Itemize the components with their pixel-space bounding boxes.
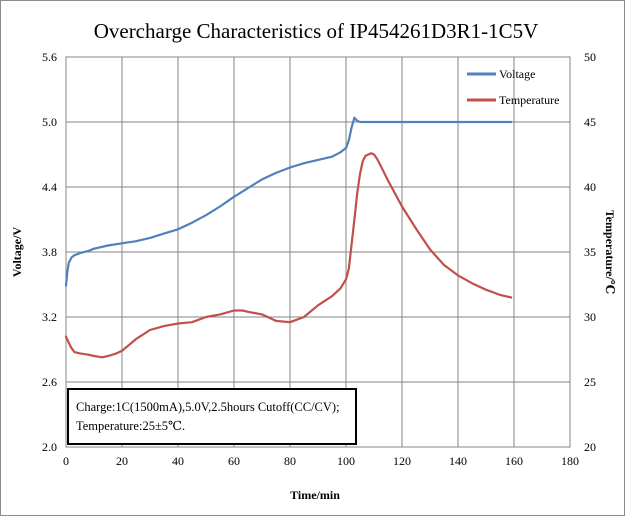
x-axis-ticks: 0 20 40 60 80 100 120 140 160 180 — [63, 454, 579, 468]
y2-axis-ticks: 20 25 30 35 40 45 50 — [584, 50, 596, 454]
x-tick-label: 40 — [172, 454, 184, 468]
y-axis-label: Voltage/V — [10, 227, 24, 278]
legend-label-temperature: Temperature — [499, 93, 559, 107]
y2-tick-label: 45 — [584, 115, 596, 129]
x-axis-label: Time/min — [290, 488, 340, 502]
test-conditions-note: Charge:1C(1500mA),5.0V,2.5hours Cutoff(C… — [67, 388, 357, 445]
y-tick-label: 5.0 — [42, 115, 57, 129]
y-tick-label: 2.6 — [42, 375, 57, 389]
series-line-temperature — [64, 152, 513, 359]
y2-tick-label: 20 — [584, 440, 596, 454]
y2-tick-label: 30 — [584, 310, 596, 324]
x-tick-label: 120 — [393, 454, 411, 468]
legend: Voltage Temperature — [467, 67, 559, 107]
plot-area-border — [65, 56, 571, 448]
chart-title: Overcharge Characteristics of IP454261D3… — [94, 19, 539, 43]
y2-tick-label: 40 — [584, 180, 596, 194]
y2-tick-label: 25 — [584, 375, 596, 389]
note-line-2: Temperature:25±5℃. — [76, 419, 186, 433]
y2-axis-label: Temperature/℃ — [603, 210, 617, 294]
y2-tick-label: 50 — [584, 50, 596, 64]
y-axis-ticks: 2.0 2.6 3.2 3.8 4.4 5.0 5.6 — [42, 50, 57, 454]
x-tick-label: 140 — [449, 454, 467, 468]
x-tick-label: 20 — [116, 454, 128, 468]
y-tick-label: 5.6 — [42, 50, 57, 64]
x-tick-label: 180 — [561, 454, 579, 468]
x-tick-label: 80 — [284, 454, 296, 468]
x-tick-label: 0 — [63, 454, 69, 468]
x-tick-label: 100 — [337, 454, 355, 468]
y2-tick-label: 35 — [584, 245, 596, 259]
x-tick-label: 160 — [505, 454, 523, 468]
legend-label-voltage: Voltage — [499, 67, 535, 81]
series-layer — [64, 116, 513, 359]
y-tick-label: 4.4 — [42, 180, 57, 194]
note-line-1: Charge:1C(1500mA),5.0V,2.5hours Cutoff(C… — [76, 400, 340, 414]
x-tick-label: 60 — [228, 454, 240, 468]
series-line-voltage — [64, 116, 513, 287]
y-tick-label: 3.8 — [42, 245, 57, 259]
y-tick-label: 3.2 — [42, 310, 57, 324]
y-tick-label: 2.0 — [42, 440, 57, 454]
